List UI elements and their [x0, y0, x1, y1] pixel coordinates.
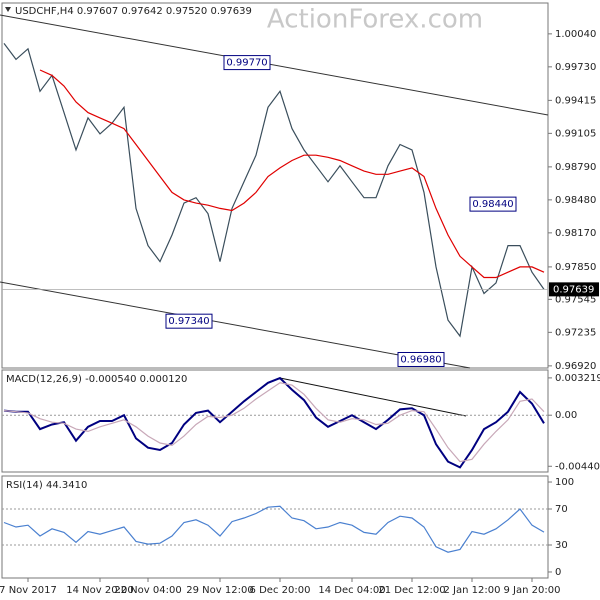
y-tick-label: 0.99415	[555, 95, 596, 106]
annotation-label: 0.99770	[226, 58, 267, 69]
dropdown-icon	[5, 7, 11, 12]
series-line	[3, 43, 545, 338]
y-tick-label: 0.98480	[555, 195, 596, 206]
chart-title: USDCHF,H4 0.97607 0.97642 0.97520 0.9763…	[15, 6, 252, 17]
annotation-box	[469, 196, 517, 212]
y-tick-label: 0.97545	[555, 294, 596, 305]
price-panel	[1, 2, 549, 369]
annotation-label: 0.98440	[472, 199, 513, 210]
series-line	[3, 376, 545, 469]
y-tick-label: 0.97235	[555, 327, 596, 338]
y-tick-label: 0.97850	[555, 262, 596, 273]
channel-upper	[0, 14, 549, 116]
series-line	[3, 505, 545, 553]
annotation-label: 0.97340	[168, 316, 209, 327]
channel-lower	[0, 281, 471, 369]
x-tick-label: 14 Dec 04:00	[318, 585, 385, 596]
x-tick-label: 22 Nov 04:00	[114, 585, 181, 596]
y-tick-label: 100	[555, 477, 574, 488]
series-line	[39, 69, 545, 279]
annotation-label: 0.96980	[400, 354, 441, 365]
rsi-title: RSI(14) 44.3410	[6, 480, 87, 491]
x-tick-label: 29 Nov 12:00	[186, 585, 253, 596]
watermark: ActionForex.com	[267, 5, 483, 35]
y-tick-label: -0.004406	[555, 461, 600, 472]
annotation-box	[223, 55, 271, 71]
annotation-box	[165, 313, 213, 329]
macd-panel	[1, 369, 549, 473]
x-tick-label: 2 Jan 12:00	[444, 585, 501, 596]
y-tick-label: 30	[555, 540, 568, 551]
y-tick-label: 0.96920	[555, 361, 596, 372]
y-tick-label: 1.00040	[555, 29, 596, 40]
y-tick-label: 0	[555, 567, 561, 578]
x-tick-label: 7 Nov 2017	[0, 585, 57, 596]
rsi-panel	[1, 475, 549, 579]
x-tick-label: 21 Dec 12:00	[378, 585, 445, 596]
x-tick-label: 14 Nov 20:00	[66, 585, 133, 596]
y-tick-label: 0.003219	[555, 373, 600, 384]
y-tick-label: 0.99730	[555, 62, 596, 73]
macd-title: MACD(12,26,9) -0.000540 0.000120	[6, 374, 187, 385]
series-line	[3, 382, 545, 463]
current-price-box	[549, 282, 599, 297]
macd-trendline	[279, 377, 467, 417]
y-tick-label: 0.00	[555, 410, 577, 421]
x-tick-label: 6 Dec 20:00	[250, 585, 311, 596]
current-price-label: 0.97639	[553, 284, 594, 295]
y-tick-label: 0.99105	[555, 128, 596, 139]
annotation-box	[397, 351, 445, 367]
y-tick-label: 0.98170	[555, 228, 596, 239]
y-tick-label: 70	[555, 504, 568, 515]
y-tick-label: 0.98790	[555, 162, 596, 173]
x-tick-label: 9 Jan 20:00	[504, 585, 561, 596]
